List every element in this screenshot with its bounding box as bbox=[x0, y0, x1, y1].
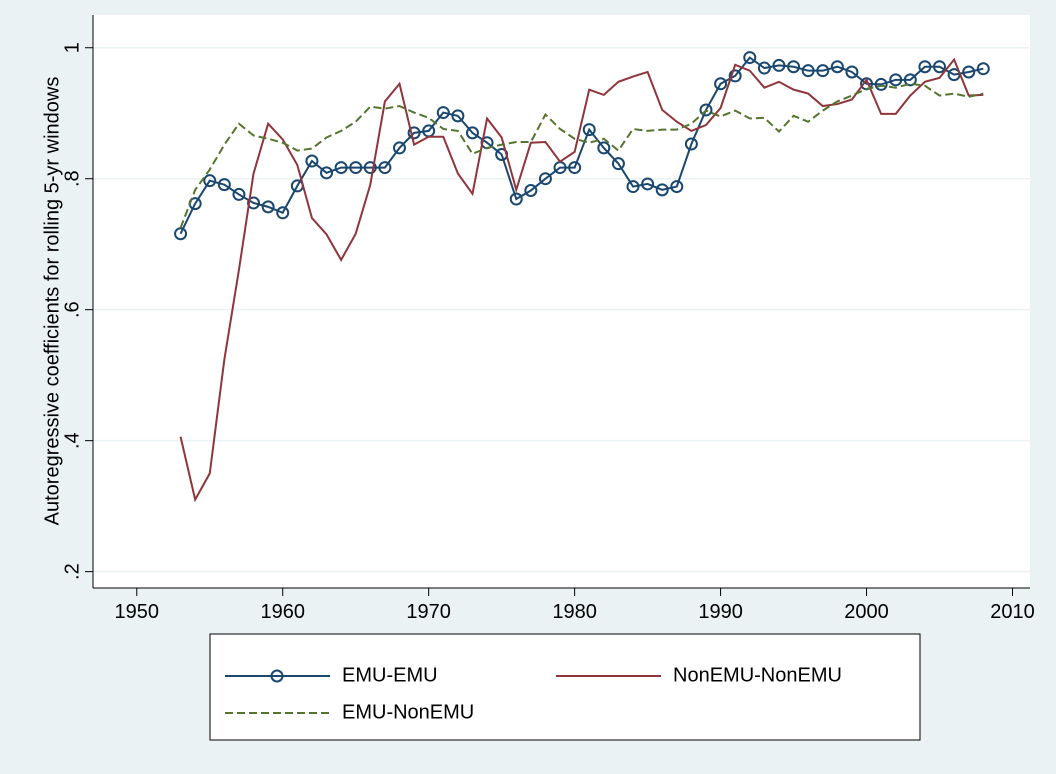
series-marker bbox=[743, 51, 757, 65]
legend-label: EMU-NonEMU bbox=[342, 701, 474, 723]
x-tick-label: 1970 bbox=[406, 601, 451, 623]
series-marker bbox=[933, 60, 947, 74]
series-marker bbox=[597, 141, 611, 155]
legend bbox=[209, 633, 921, 741]
series-marker bbox=[918, 60, 932, 74]
series-marker bbox=[232, 187, 246, 201]
legend-label: EMU-EMU bbox=[342, 664, 438, 686]
series-marker bbox=[976, 62, 990, 76]
series-marker bbox=[903, 73, 917, 87]
x-tick-label: 2010 bbox=[990, 601, 1035, 623]
y-tick-label: .6 bbox=[61, 301, 83, 318]
series-marker bbox=[684, 137, 698, 151]
series-marker bbox=[728, 69, 742, 83]
x-tick-label: 2000 bbox=[844, 601, 889, 623]
series-marker bbox=[174, 227, 188, 241]
series-marker bbox=[203, 174, 217, 188]
series-marker bbox=[816, 64, 830, 78]
x-tick-label: 1950 bbox=[115, 601, 160, 623]
legend-label: NonEMU-NonEMU bbox=[673, 664, 842, 686]
y-tick-label: .8 bbox=[61, 170, 83, 187]
series-marker bbox=[465, 126, 479, 140]
series-marker bbox=[378, 161, 392, 175]
series-marker bbox=[334, 161, 348, 175]
series-marker bbox=[349, 161, 363, 175]
y-tick-label: .4 bbox=[61, 432, 83, 449]
y-tick-label: .2 bbox=[61, 563, 83, 580]
series-marker bbox=[801, 64, 815, 78]
plot-area bbox=[93, 15, 1030, 588]
legend-marker bbox=[270, 669, 284, 683]
series-marker bbox=[787, 60, 801, 74]
series-marker bbox=[670, 180, 684, 194]
series-line bbox=[179, 82, 984, 229]
series-marker bbox=[524, 184, 538, 198]
series-marker bbox=[320, 166, 334, 180]
series-marker bbox=[538, 172, 552, 186]
series-marker bbox=[962, 65, 976, 79]
y-axis-label: Autoregressive coefficients for rolling … bbox=[41, 77, 63, 526]
series-marker bbox=[509, 192, 523, 206]
series-marker bbox=[392, 141, 406, 155]
x-tick-label: 1960 bbox=[260, 601, 305, 623]
series-marker bbox=[830, 60, 844, 74]
series-marker bbox=[626, 180, 640, 194]
y-tick-label: 1 bbox=[61, 42, 83, 53]
series-marker bbox=[699, 103, 713, 117]
series-marker bbox=[874, 77, 888, 91]
series-marker bbox=[568, 161, 582, 175]
series-marker bbox=[276, 206, 290, 220]
series-marker bbox=[757, 61, 771, 75]
series-marker bbox=[451, 109, 465, 123]
series-marker bbox=[582, 123, 596, 137]
x-tick-label: 1990 bbox=[698, 601, 743, 623]
series-marker bbox=[407, 126, 421, 140]
series-marker bbox=[217, 178, 231, 192]
series-line bbox=[179, 56, 984, 235]
series-marker bbox=[247, 196, 261, 210]
series-marker bbox=[655, 183, 669, 197]
series-marker bbox=[261, 200, 275, 214]
series-marker bbox=[363, 161, 377, 175]
series-line bbox=[179, 57, 984, 503]
series-marker bbox=[772, 58, 786, 72]
series-marker bbox=[436, 106, 450, 120]
series-marker bbox=[611, 157, 625, 171]
series-marker bbox=[714, 77, 728, 91]
series-marker bbox=[889, 73, 903, 87]
series-marker bbox=[845, 65, 859, 79]
series-marker bbox=[641, 177, 655, 191]
x-tick-label: 1980 bbox=[552, 601, 597, 623]
series-marker bbox=[305, 154, 319, 168]
